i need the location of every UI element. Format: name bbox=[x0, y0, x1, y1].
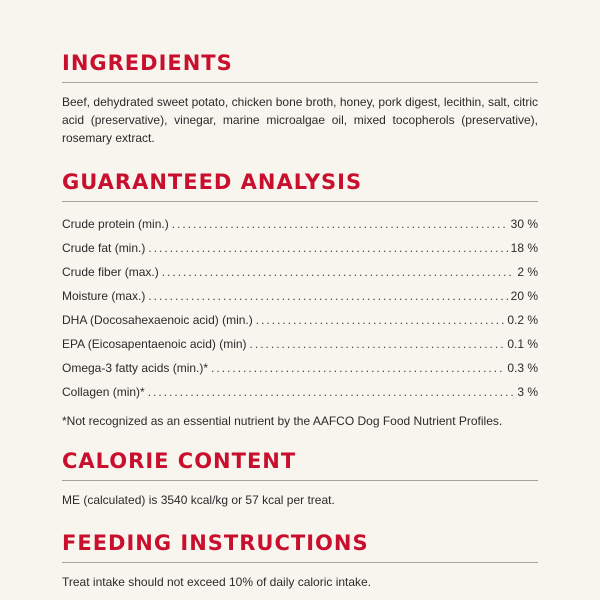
nutrient-name: Omega-3 fatty acids (min.)* bbox=[62, 361, 209, 375]
nutrient-value: 0.3 % bbox=[507, 361, 538, 375]
nutrient-name: Crude fiber (max.) bbox=[62, 265, 159, 279]
nutrient-value: 30 % bbox=[510, 217, 538, 231]
analysis-row: Omega-3 fatty acids (min.)* 0.3 % bbox=[62, 356, 538, 380]
analysis-row: Moisture (max.) 20 % bbox=[62, 284, 538, 308]
calorie-content-heading: CALORIE CONTENT bbox=[62, 449, 297, 473]
calorie-content-text: ME (calculated) is 3540 kcal/kg or 57 kc… bbox=[62, 493, 335, 507]
feeding-instructions-text: Treat intake should not exceed 10% of da… bbox=[62, 575, 372, 589]
feeding-instructions-section: FEEDING INSTRUCTIONS Treat intake should… bbox=[62, 530, 538, 591]
dot-leader bbox=[148, 284, 507, 308]
nutrient-value: 0.1 % bbox=[507, 337, 538, 351]
dot-leader bbox=[250, 332, 505, 356]
nutrient-name: DHA (Docosahexaenoic acid) (min.) bbox=[62, 313, 253, 327]
dot-leader bbox=[211, 356, 504, 380]
nutrient-name: Crude protein (min.) bbox=[62, 217, 169, 231]
nutrient-name: EPA (Eicosapentaenoic acid) (min) bbox=[62, 337, 247, 351]
dot-leader bbox=[162, 260, 515, 284]
guaranteed-analysis-divider bbox=[62, 201, 538, 202]
nutrient-name: Moisture (max.) bbox=[62, 289, 146, 303]
analysis-row: Crude fiber (max.) 2 % bbox=[62, 260, 538, 284]
dot-leader bbox=[256, 308, 505, 332]
analysis-row: EPA (Eicosapentaenoic acid) (min) 0.1 % bbox=[62, 332, 538, 356]
nutrient-name: Crude fat (min.) bbox=[62, 241, 146, 255]
analysis-row: DHA (Docosahexaenoic acid) (min.) 0.2 % bbox=[62, 308, 538, 332]
ingredients-heading: INGREDIENTS bbox=[62, 51, 233, 75]
ingredients-section: INGREDIENTS Beef, dehydrated sweet potat… bbox=[62, 50, 538, 147]
nutrient-value: 2 % bbox=[517, 265, 538, 279]
nutrition-label: INGREDIENTS Beef, dehydrated sweet potat… bbox=[62, 50, 538, 591]
ingredients-text: Beef, dehydrated sweet potato, chicken b… bbox=[62, 95, 538, 145]
feeding-instructions-heading: FEEDING INSTRUCTIONS bbox=[62, 531, 369, 555]
calorie-content-divider bbox=[62, 480, 538, 481]
nutrient-value: 20 % bbox=[510, 289, 538, 303]
guaranteed-analysis-section: GUARANTEED ANALYSIS Crude protein (min.)… bbox=[62, 169, 538, 430]
calorie-content-section: CALORIE CONTENT ME (calculated) is 3540 … bbox=[62, 448, 538, 509]
nutrient-name: Collagen (min)* bbox=[62, 385, 145, 399]
analysis-list: Crude protein (min.) 30 % Crude fat (min… bbox=[62, 212, 538, 404]
dot-leader bbox=[172, 212, 508, 236]
ingredients-divider bbox=[62, 82, 538, 83]
analysis-row: Collagen (min)* 3 % bbox=[62, 380, 538, 404]
guaranteed-analysis-heading: GUARANTEED ANALYSIS bbox=[62, 170, 363, 194]
dot-leader bbox=[148, 236, 507, 260]
dot-leader bbox=[148, 380, 515, 404]
analysis-row: Crude protein (min.) 30 % bbox=[62, 212, 538, 236]
nutrient-value: 0.2 % bbox=[507, 313, 538, 327]
analysis-footnote: *Not recognized as an essential nutrient… bbox=[62, 414, 503, 428]
nutrient-value: 3 % bbox=[517, 385, 538, 399]
feeding-instructions-divider bbox=[62, 562, 538, 563]
nutrient-value: 18 % bbox=[510, 241, 538, 255]
analysis-row: Crude fat (min.) 18 % bbox=[62, 236, 538, 260]
